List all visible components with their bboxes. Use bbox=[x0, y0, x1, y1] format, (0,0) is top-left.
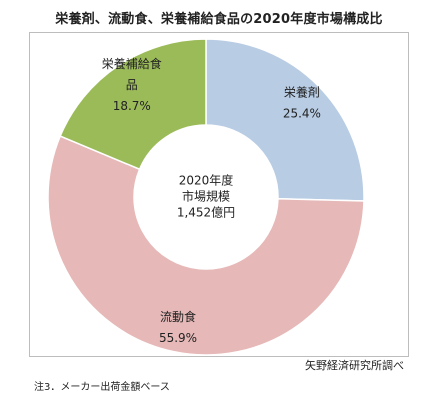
slice-3-value-label: 18.7% bbox=[113, 99, 151, 113]
slice-3-category-label: 栄養補給食 bbox=[102, 56, 162, 71]
slice-3-category-label: 品 bbox=[126, 78, 138, 92]
slice-3 bbox=[59, 38, 207, 171]
center-label-line: 1,452億円 bbox=[177, 206, 235, 220]
slice-1-value-label: 25.4% bbox=[283, 107, 321, 121]
source-credit: 矢野経済研究所調べ bbox=[305, 359, 404, 372]
center-label-line: 市場規模 bbox=[182, 189, 230, 204]
footnote: 注3．メーカー出荷金額ベース bbox=[34, 382, 170, 393]
slice-2-value-label: 55.9% bbox=[159, 331, 197, 345]
slice-2 bbox=[47, 135, 365, 356]
slice-1-category-label: 栄養剤 bbox=[284, 85, 320, 100]
slice-1 bbox=[205, 38, 365, 202]
chart-frame: 栄養剤 25.4% 流動食 55.9% 栄養補給食品 18.7% 2020年度 市場規模 1,… bbox=[29, 32, 409, 357]
slice-2-category-label: 流動食 bbox=[160, 309, 196, 324]
center-label-line: 2020年度 bbox=[179, 173, 234, 188]
chart-title: 栄養剤、流動食、栄養補給食品の2020年度市場構成比 bbox=[55, 12, 383, 27]
